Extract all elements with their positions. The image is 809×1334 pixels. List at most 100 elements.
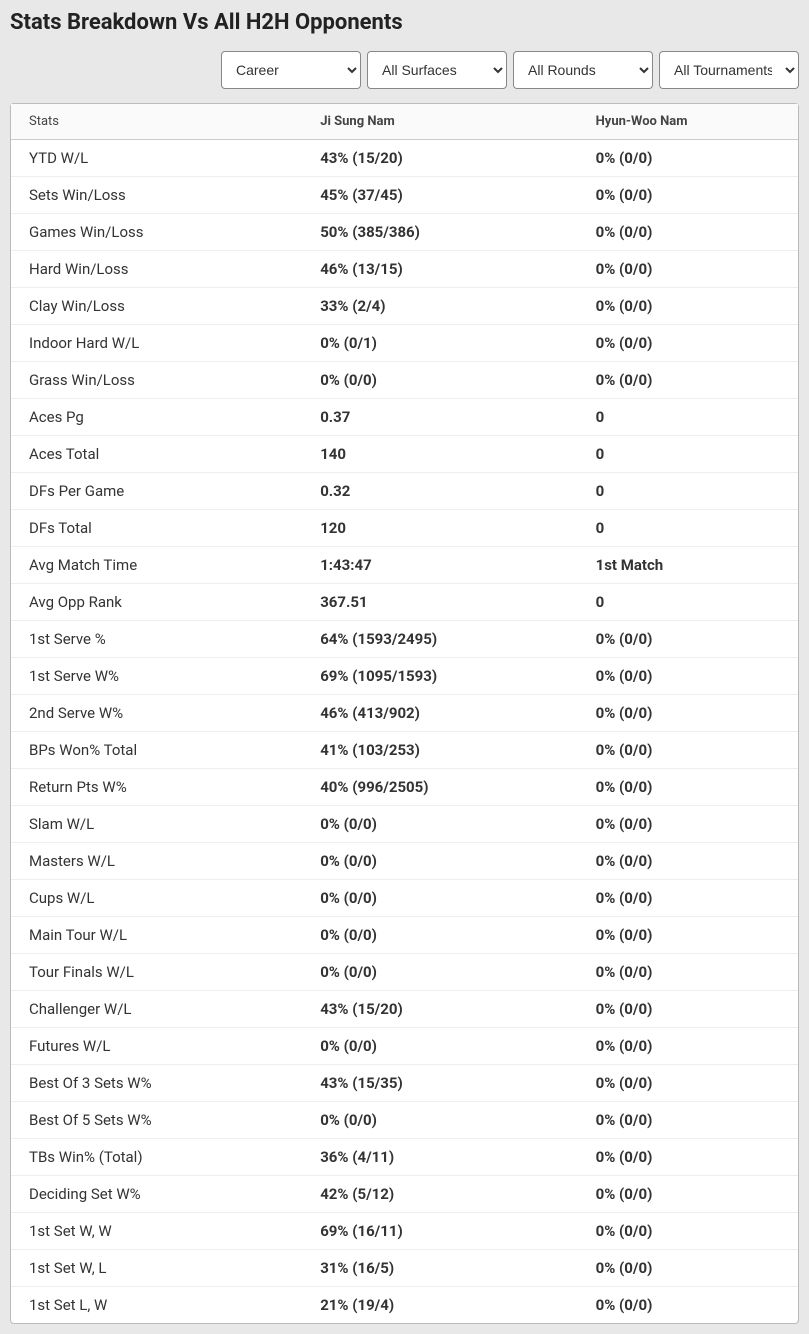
table-row: 2nd Serve W%46% (413/902)0% (0/0) [11,695,798,732]
stat-value-p2: 0% (0/0) [578,1028,798,1065]
stat-value-p2: 0% (0/0) [578,251,798,288]
stat-label: Hard Win/Loss [11,251,302,288]
stat-label: Cups W/L [11,880,302,917]
stat-value-p2: 0% (0/0) [578,658,798,695]
stat-value-p2: 0% (0/0) [578,288,798,325]
filters-bar: Career All Surfaces All Rounds All Tourn… [10,51,799,89]
stat-value-p2: 0% (0/0) [578,1176,798,1213]
stat-value-p1: 0% (0/0) [302,954,577,991]
stat-value-p1: 43% (15/20) [302,991,577,1028]
stat-value-p1: 69% (1095/1593) [302,658,577,695]
page-title: Stats Breakdown Vs All H2H Opponents [10,10,799,35]
table-row: Slam W/L0% (0/0)0% (0/0) [11,806,798,843]
stat-value-p1: 69% (16/11) [302,1213,577,1250]
stat-value-p2: 0% (0/0) [578,954,798,991]
stat-label: Avg Opp Rank [11,584,302,621]
stat-value-p2: 0% (0/0) [578,880,798,917]
stat-value-p2: 0 [578,584,798,621]
table-row: Best Of 3 Sets W%43% (15/35)0% (0/0) [11,1065,798,1102]
stat-value-p2: 0% (0/0) [578,1139,798,1176]
table-row: 1st Serve %64% (1593/2495)0% (0/0) [11,621,798,658]
stat-label: DFs Per Game [11,473,302,510]
stat-value-p2: 0 [578,510,798,547]
header-player1: Ji Sung Nam [302,104,577,140]
stat-label: Challenger W/L [11,991,302,1028]
stat-label: Deciding Set W% [11,1176,302,1213]
filter-rounds[interactable]: All Rounds [513,51,653,89]
stat-label: Masters W/L [11,843,302,880]
stat-value-p2: 0% (0/0) [578,177,798,214]
header-stats: Stats [11,104,302,140]
stat-value-p1: 42% (5/12) [302,1176,577,1213]
table-row: YTD W/L43% (15/20)0% (0/0) [11,140,798,177]
stat-value-p2: 0% (0/0) [578,621,798,658]
stat-value-p2: 0% (0/0) [578,843,798,880]
stat-value-p2: 0 [578,436,798,473]
table-row: DFs Per Game0.320 [11,473,798,510]
table-row: 1st Set W, L31% (16/5)0% (0/0) [11,1250,798,1287]
stat-value-p2: 0% (0/0) [578,1065,798,1102]
stat-value-p1: 50% (385/386) [302,214,577,251]
stat-value-p2: 0% (0/0) [578,140,798,177]
stat-value-p2: 0% (0/0) [578,1287,798,1324]
stat-value-p1: 41% (103/253) [302,732,577,769]
stat-label: Sets Win/Loss [11,177,302,214]
table-header-row: Stats Ji Sung Nam Hyun-Woo Nam [11,104,798,140]
stat-label: Games Win/Loss [11,214,302,251]
stat-label: 1st Set W, W [11,1213,302,1250]
table-row: Indoor Hard W/L0% (0/1)0% (0/0) [11,325,798,362]
stat-label: Aces Total [11,436,302,473]
stat-value-p2: 0% (0/0) [578,991,798,1028]
table-row: Sets Win/Loss45% (37/45)0% (0/0) [11,177,798,214]
table-row: Cups W/L0% (0/0)0% (0/0) [11,880,798,917]
table-row: Deciding Set W%42% (5/12)0% (0/0) [11,1176,798,1213]
stat-value-p1: 31% (16/5) [302,1250,577,1287]
stat-value-p1: 0% (0/1) [302,325,577,362]
stat-label: Slam W/L [11,806,302,843]
stat-value-p2: 0% (0/0) [578,325,798,362]
table-row: 1st Set W, W69% (16/11)0% (0/0) [11,1213,798,1250]
stat-label: TBs Win% (Total) [11,1139,302,1176]
stat-label: Indoor Hard W/L [11,325,302,362]
table-row: Masters W/L0% (0/0)0% (0/0) [11,843,798,880]
stat-value-p1: 36% (4/11) [302,1139,577,1176]
table-row: Main Tour W/L0% (0/0)0% (0/0) [11,917,798,954]
stat-value-p2: 0% (0/0) [578,1250,798,1287]
stat-label: Best Of 5 Sets W% [11,1102,302,1139]
stat-value-p1: 0% (0/0) [302,806,577,843]
filter-tournaments[interactable]: All Tournaments [659,51,799,89]
table-row: Aces Total1400 [11,436,798,473]
stat-label: Aces Pg [11,399,302,436]
stat-value-p1: 0% (0/0) [302,843,577,880]
table-row: Challenger W/L43% (15/20)0% (0/0) [11,991,798,1028]
stat-value-p1: 46% (413/902) [302,695,577,732]
stat-value-p1: 0% (0/0) [302,917,577,954]
stat-value-p2: 0% (0/0) [578,1213,798,1250]
stat-value-p1: 64% (1593/2495) [302,621,577,658]
table-row: Hard Win/Loss46% (13/15)0% (0/0) [11,251,798,288]
stat-label: 1st Serve % [11,621,302,658]
table-row: DFs Total1200 [11,510,798,547]
filter-surfaces[interactable]: All Surfaces [367,51,507,89]
stat-value-p2: 0% (0/0) [578,695,798,732]
stat-value-p1: 45% (37/45) [302,177,577,214]
stat-label: 1st Serve W% [11,658,302,695]
stat-label: Best Of 3 Sets W% [11,1065,302,1102]
stat-label: Clay Win/Loss [11,288,302,325]
stat-value-p1: 367.51 [302,584,577,621]
table-row: Return Pts W%40% (996/2505)0% (0/0) [11,769,798,806]
stat-value-p1: 40% (996/2505) [302,769,577,806]
stat-value-p1: 0.32 [302,473,577,510]
stat-value-p1: 0% (0/0) [302,1102,577,1139]
table-row: Best Of 5 Sets W%0% (0/0)0% (0/0) [11,1102,798,1139]
header-player2: Hyun-Woo Nam [578,104,798,140]
stat-label: Tour Finals W/L [11,954,302,991]
stat-label: BPs Won% Total [11,732,302,769]
table-row: TBs Win% (Total)36% (4/11)0% (0/0) [11,1139,798,1176]
stat-label: DFs Total [11,510,302,547]
filter-career[interactable]: Career [221,51,361,89]
stat-value-p2: 1st Match [578,547,798,584]
stat-value-p1: 120 [302,510,577,547]
stat-label: 2nd Serve W% [11,695,302,732]
table-row: Futures W/L0% (0/0)0% (0/0) [11,1028,798,1065]
